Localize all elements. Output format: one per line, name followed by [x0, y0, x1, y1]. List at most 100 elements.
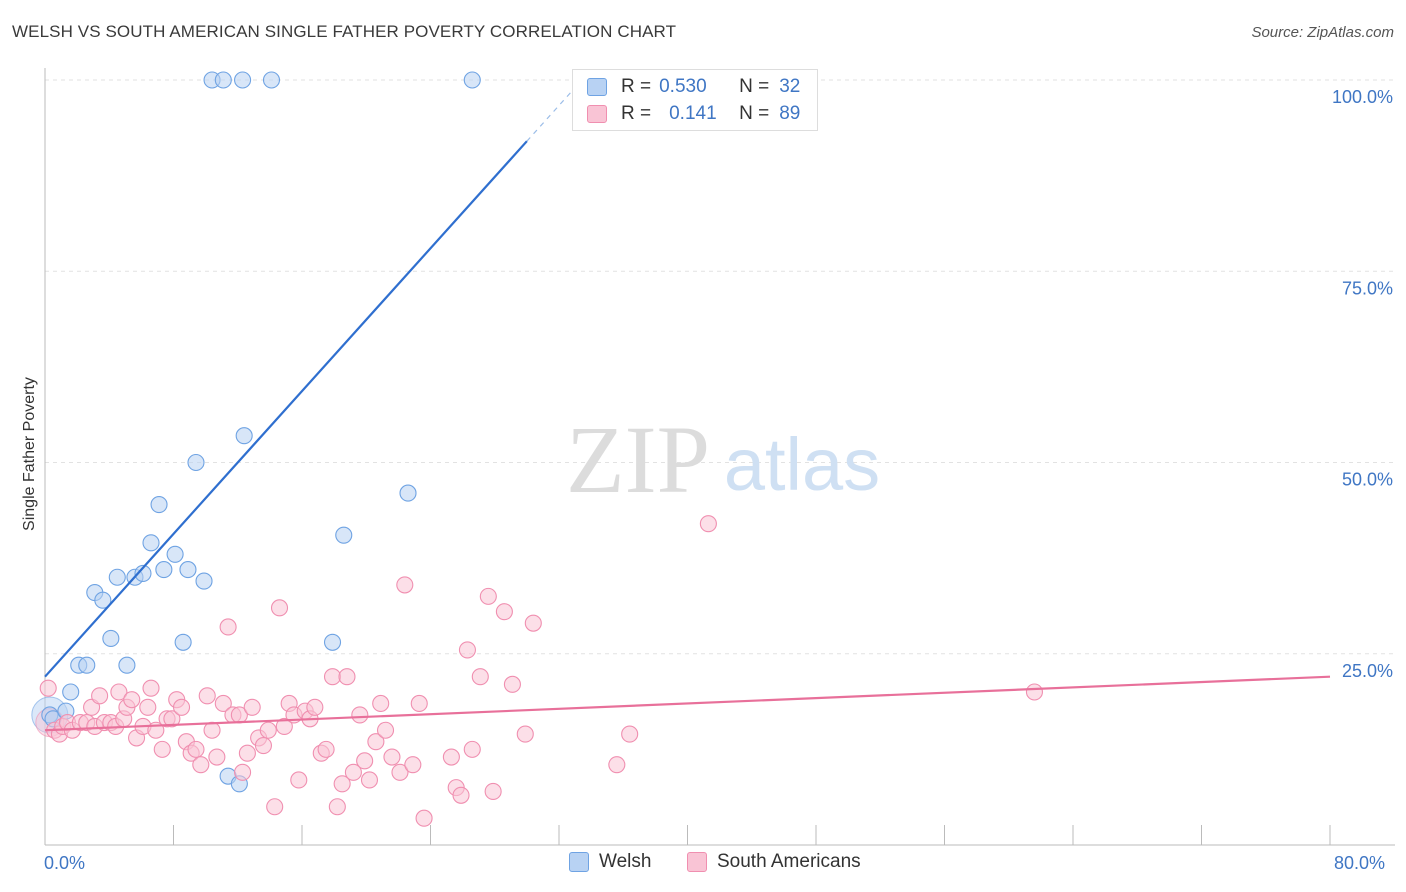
- point-south-americans-55[interactable]: [317, 740, 335, 758]
- grid-lines: [45, 79, 1395, 655]
- point-south-americans-31[interactable]: [192, 756, 210, 774]
- point-welsh-15[interactable]: [155, 561, 173, 579]
- point-south-americans-56[interactable]: [323, 668, 342, 686]
- legend-swatch-south-americans: [687, 852, 707, 872]
- point-welsh-10[interactable]: [118, 656, 136, 674]
- point-welsh-16[interactable]: [166, 545, 184, 563]
- point-south-americans-20[interactable]: [139, 698, 157, 716]
- point-south-americans-43[interactable]: [254, 736, 273, 755]
- south-r-value: 0.141: [669, 103, 717, 124]
- point-welsh-20[interactable]: [195, 572, 213, 590]
- point-south-americans-70[interactable]: [404, 756, 422, 774]
- point-welsh-9[interactable]: [108, 568, 126, 586]
- point-welsh-17[interactable]: [174, 633, 192, 651]
- point-south-americans-30[interactable]: [187, 740, 205, 758]
- point-welsh-29[interactable]: [335, 526, 353, 544]
- point-south-americans-67[interactable]: [383, 748, 401, 766]
- point-south-americans-76[interactable]: [458, 641, 476, 659]
- y-tick-label-3: 100.0%: [1332, 87, 1393, 107]
- point-south-americans-35[interactable]: [214, 694, 232, 713]
- point-south-americans-23[interactable]: [153, 740, 171, 758]
- point-south-americans-82[interactable]: [503, 675, 521, 693]
- point-south-americans-47[interactable]: [275, 717, 293, 735]
- point-welsh-13[interactable]: [142, 534, 160, 552]
- chart-title: WELSH VS SOUTH AMERICAN SINGLE FATHER PO…: [12, 22, 677, 41]
- point-south-americans-32[interactable]: [198, 687, 216, 705]
- point-welsh-22[interactable]: [214, 71, 232, 89]
- point-south-americans-58[interactable]: [333, 775, 351, 793]
- point-south-americans-77[interactable]: [463, 740, 481, 758]
- point-south-americans-27[interactable]: [172, 698, 191, 716]
- point-welsh-3[interactable]: [62, 683, 80, 701]
- point-south-americans-68[interactable]: [391, 763, 409, 781]
- welsh-r-value: 0.530: [659, 76, 707, 97]
- point-south-americans-36[interactable]: [219, 618, 237, 636]
- point-south-americans-53[interactable]: [306, 698, 324, 716]
- point-south-americans-50[interactable]: [290, 771, 308, 789]
- point-south-americans-71[interactable]: [410, 694, 428, 713]
- point-south-americans-73[interactable]: [442, 748, 460, 766]
- point-welsh-19[interactable]: [187, 453, 205, 472]
- point-welsh-27[interactable]: [262, 71, 281, 89]
- point-south-americans-61[interactable]: [351, 706, 369, 724]
- point-south-americans-40[interactable]: [238, 744, 256, 762]
- point-south-americans-87[interactable]: [699, 515, 717, 533]
- point-south-americans-80[interactable]: [484, 782, 502, 801]
- point-welsh-12[interactable]: [134, 564, 152, 582]
- point-welsh-14[interactable]: [150, 496, 168, 514]
- point-south-americans-59[interactable]: [338, 668, 356, 686]
- point-south-americans-88[interactable]: [1025, 683, 1043, 701]
- point-welsh-25[interactable]: [234, 71, 252, 89]
- point-south-americans-86[interactable]: [621, 725, 639, 743]
- point-welsh-28[interactable]: [323, 633, 342, 651]
- point-south-americans-84[interactable]: [524, 614, 542, 632]
- point-welsh-7[interactable]: [94, 591, 112, 609]
- point-south-americans-66[interactable]: [376, 721, 395, 739]
- point-south-americans-46[interactable]: [270, 599, 289, 617]
- point-south-americans-39[interactable]: [234, 763, 252, 781]
- point-south-americans-33[interactable]: [203, 721, 221, 739]
- point-south-americans-21[interactable]: [142, 679, 160, 697]
- point-south-americans-45[interactable]: [266, 798, 284, 816]
- point-welsh-5[interactable]: [78, 656, 96, 674]
- point-welsh-8[interactable]: [102, 629, 120, 648]
- point-south-americans-78[interactable]: [471, 668, 489, 686]
- point-south-americans-83[interactable]: [516, 725, 534, 743]
- welsh-r-label: R =: [621, 76, 652, 97]
- point-south-americans-10[interactable]: [91, 687, 109, 705]
- legend-item-welsh[interactable]: Welsh: [569, 851, 651, 873]
- axes: [44, 68, 1395, 846]
- point-welsh-26[interactable]: [235, 427, 253, 445]
- point-south-americans-62[interactable]: [356, 752, 374, 770]
- point-south-americans-64[interactable]: [367, 733, 385, 751]
- legend-label-south-americans: South Americans: [717, 851, 861, 872]
- trend-line-south-americans: [44, 675, 1331, 732]
- point-welsh-18[interactable]: [179, 561, 197, 579]
- point-south-americans-44[interactable]: [259, 721, 277, 739]
- point-welsh-31[interactable]: [463, 71, 481, 89]
- point-south-americans-63[interactable]: [360, 771, 379, 789]
- point-south-americans-69[interactable]: [396, 576, 414, 594]
- point-south-americans-17[interactable]: [123, 691, 141, 709]
- watermark-atlas: atlas: [724, 423, 880, 506]
- point-south-americans-34[interactable]: [208, 748, 226, 766]
- point-south-americans-81[interactable]: [495, 603, 513, 621]
- point-south-americans-75[interactable]: [452, 786, 470, 804]
- point-south-americans-60[interactable]: [344, 763, 362, 781]
- legend: Welsh South Americans: [0, 851, 1406, 879]
- point-south-americans-65[interactable]: [372, 694, 390, 713]
- point-south-americans-79[interactable]: [479, 587, 497, 605]
- point-south-americans-57[interactable]: [328, 798, 346, 816]
- south-n-label: N =: [739, 103, 770, 124]
- point-south-americans-72[interactable]: [415, 809, 433, 827]
- point-south-americans-85[interactable]: [608, 756, 626, 774]
- welsh-n-value: 32: [779, 76, 801, 97]
- point-welsh-30[interactable]: [399, 484, 417, 502]
- point-south-americans-25[interactable]: [163, 710, 181, 728]
- point-south-americans-41[interactable]: [243, 698, 261, 716]
- legend-item-south-americans[interactable]: South Americans: [687, 851, 861, 873]
- point-south-americans-14[interactable]: [110, 683, 128, 701]
- point-south-americans-0[interactable]: [39, 679, 57, 697]
- y-tick-label-2: 75.0%: [1342, 278, 1393, 298]
- stats-row-welsh: R = 0.530 N = 32: [587, 74, 800, 100]
